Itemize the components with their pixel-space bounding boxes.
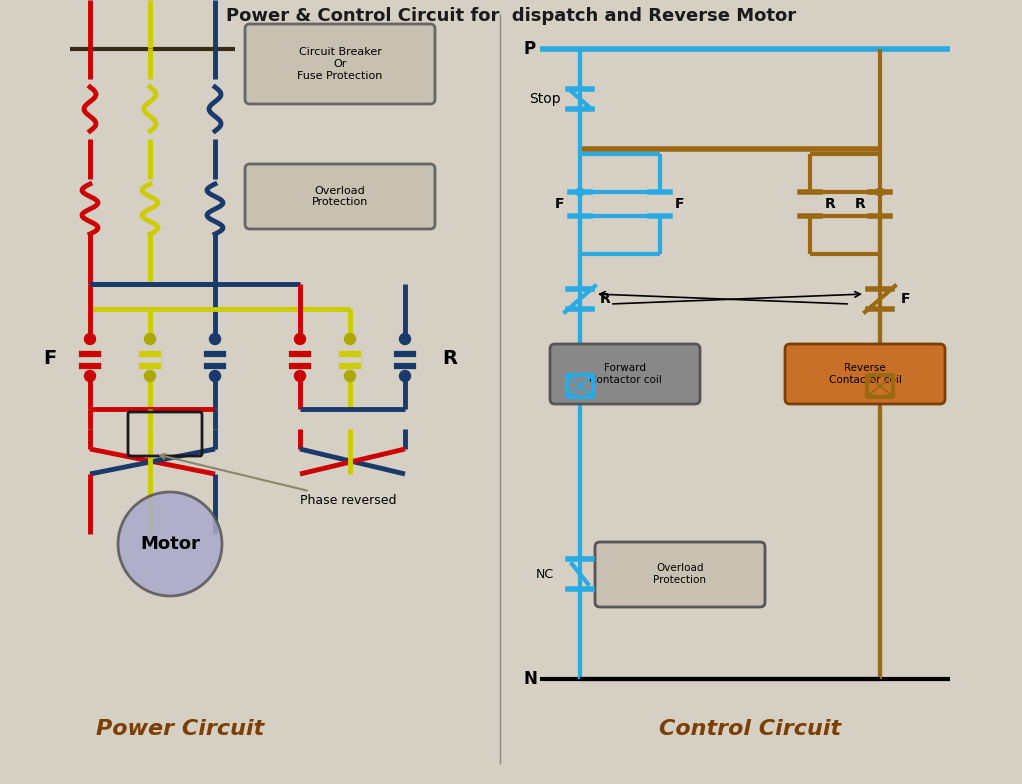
FancyBboxPatch shape — [785, 344, 945, 404]
Circle shape — [294, 333, 306, 344]
Circle shape — [344, 371, 356, 382]
Circle shape — [210, 371, 221, 382]
Circle shape — [876, 188, 884, 196]
FancyBboxPatch shape — [550, 344, 700, 404]
Text: Motor: Motor — [140, 535, 200, 553]
Circle shape — [294, 371, 306, 382]
Circle shape — [85, 371, 95, 382]
Text: F: F — [43, 350, 56, 368]
Circle shape — [344, 333, 356, 344]
FancyBboxPatch shape — [595, 542, 765, 607]
Text: R: R — [825, 197, 835, 211]
Circle shape — [576, 188, 584, 196]
Text: Forward
Contactor coil: Forward Contactor coil — [589, 363, 661, 385]
Text: F: F — [900, 292, 910, 306]
Text: R: R — [854, 197, 866, 211]
Text: F: F — [555, 197, 565, 211]
Text: NC: NC — [536, 568, 554, 580]
Text: Reverse
Contactor coil: Reverse Contactor coil — [829, 363, 901, 385]
Circle shape — [400, 371, 411, 382]
Text: Control Circuit: Control Circuit — [659, 719, 841, 739]
Text: Power Circuit: Power Circuit — [96, 719, 264, 739]
FancyBboxPatch shape — [245, 164, 435, 229]
Text: F: F — [676, 197, 685, 211]
Text: R: R — [443, 350, 458, 368]
Text: P: P — [524, 40, 537, 58]
Circle shape — [210, 333, 221, 344]
Text: Stop: Stop — [529, 92, 561, 106]
Circle shape — [85, 333, 95, 344]
Text: Circuit Breaker
Or
Fuse Protection: Circuit Breaker Or Fuse Protection — [297, 47, 382, 81]
Circle shape — [118, 492, 222, 596]
Text: Overload
Protection: Overload Protection — [653, 563, 706, 585]
Text: Phase reversed: Phase reversed — [160, 454, 397, 507]
FancyBboxPatch shape — [245, 24, 435, 104]
Text: N: N — [523, 670, 537, 688]
Circle shape — [144, 333, 155, 344]
Circle shape — [400, 333, 411, 344]
Text: Power & Control Circuit for  dispatch and Reverse Motor: Power & Control Circuit for dispatch and… — [226, 7, 796, 25]
Text: R: R — [600, 292, 610, 306]
Circle shape — [144, 371, 155, 382]
Text: Overload
Protection: Overload Protection — [312, 186, 368, 207]
